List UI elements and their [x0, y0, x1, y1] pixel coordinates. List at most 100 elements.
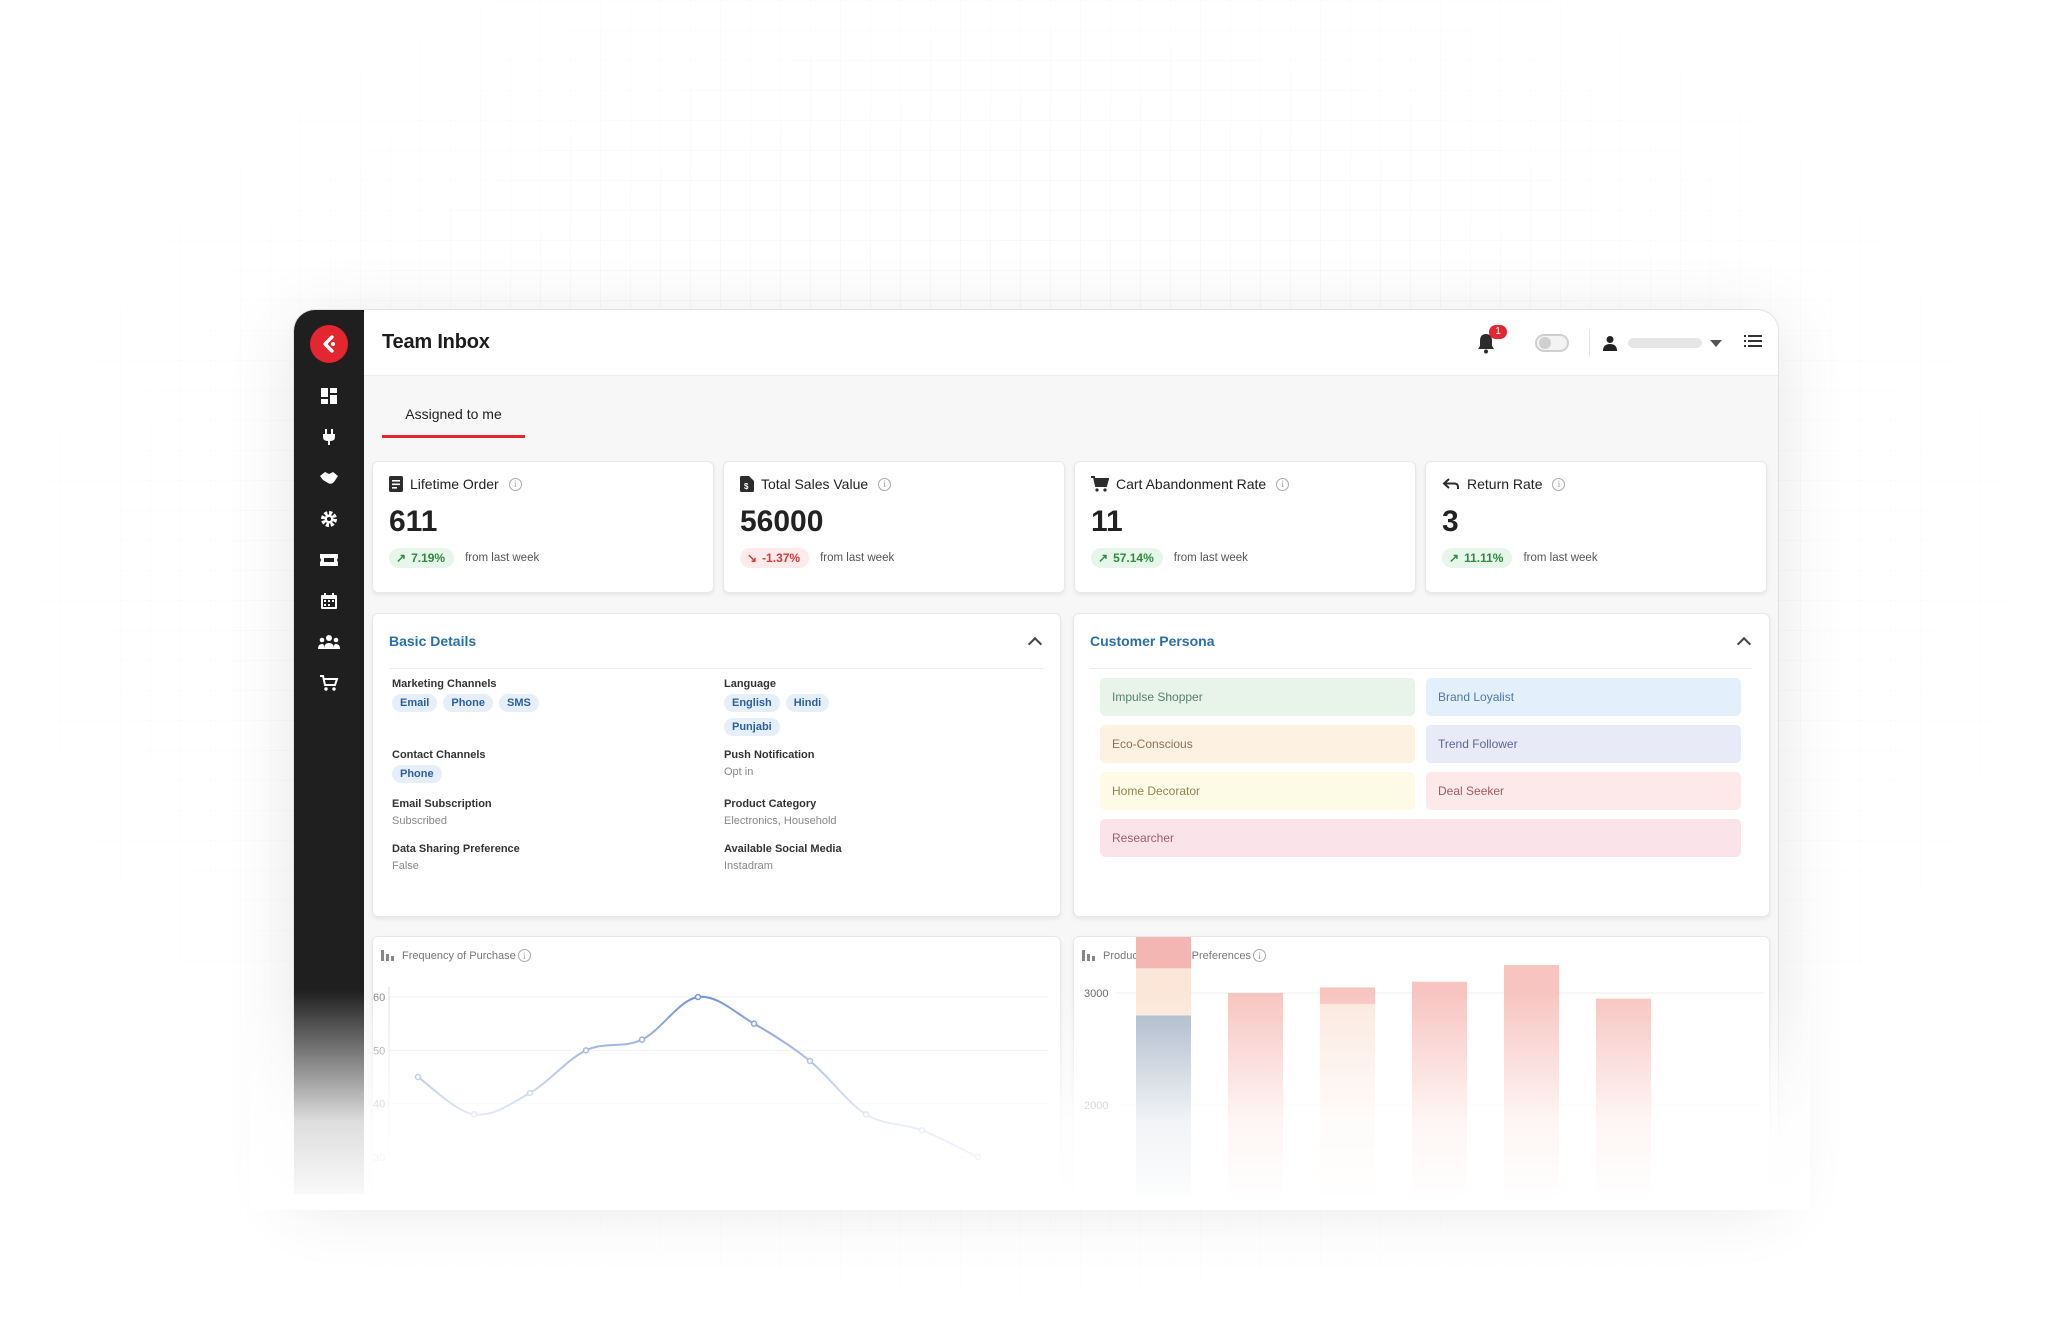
theme-toggle[interactable] [1535, 334, 1569, 352]
top-header: Team Inbox 1 [364, 310, 1778, 376]
bar-chart: 3000 2000 [1084, 937, 1764, 1194]
chip: SMS [498, 694, 539, 712]
persona-tag: Impulse Shopper [1100, 678, 1415, 716]
info-icon[interactable]: i [517, 949, 531, 962]
trend-down-icon: ↘ [747, 551, 758, 565]
notification-badge: 1 [1489, 325, 1507, 339]
return-icon [1442, 478, 1459, 489]
persona-tag: Researcher [1100, 819, 1741, 857]
chip: Email [392, 694, 438, 712]
bar-segment [1136, 1015, 1191, 1194]
stat-label: Return Rate [1467, 476, 1543, 492]
marketing-channels-field: Marketing Channels Email Phone SMS [392, 678, 539, 712]
info-icon[interactable]: i [508, 477, 522, 491]
line-chart: 60 50 40 30 [373, 987, 1048, 1194]
notification-button[interactable]: 1 [1471, 325, 1507, 358]
field-label: Product Category [724, 798, 817, 810]
user-icon [1603, 336, 1617, 351]
trend-up-icon: ↗ [396, 551, 407, 565]
app-window: Team Inbox 1 Assigned to me Lifetime Ord… [293, 309, 1779, 1195]
stat-card-lifetime-order: Lifetime Order i 611 ↗ 7.19% from last we… [372, 461, 714, 593]
data-point [470, 1111, 478, 1118]
chip: Punjabi [724, 718, 780, 736]
trend-up-icon: ↗ [1098, 551, 1109, 565]
stat-card-cart-abandonment: Cart Abandonment Rate i 11 ↗ 57.14% from … [1074, 461, 1416, 593]
series-line [417, 995, 979, 1158]
chevron-down-icon [1710, 339, 1722, 347]
dashboard-icon[interactable] [308, 375, 350, 416]
bar-segment [1136, 937, 1191, 969]
stat-value: 611 [389, 505, 438, 538]
handshake-icon[interactable] [308, 457, 350, 498]
basic-details-panel: Basic Details Marketing Channels Email P… [372, 613, 1061, 917]
chip: Hindi [785, 694, 830, 712]
y-tick-label: 40 [373, 1099, 385, 1111]
social-media-field: Available Social Media Instadram [724, 843, 842, 872]
language-field: Language English Hindi Punjabi [724, 678, 854, 736]
email-subscription-field: Email Subscription Subscribed [392, 798, 492, 827]
tab-assigned-to-me[interactable]: Assigned to me [382, 396, 525, 438]
change-badge: ↗ 57.14% [1091, 548, 1163, 568]
calendar-icon[interactable] [308, 580, 350, 621]
data-point [638, 1036, 646, 1043]
bar-segment [1596, 998, 1651, 1194]
contact-channels-field: Contact Channels Phone [392, 749, 486, 783]
document-icon [389, 476, 403, 492]
field-label: Language [724, 678, 776, 690]
product-category-field: Product Category Electronics, Household [724, 798, 837, 827]
field-label: Email Subscription [392, 798, 492, 810]
field-label: Available Social Media [724, 843, 842, 855]
list-menu-button[interactable] [1744, 334, 1762, 353]
cart-icon[interactable] [308, 662, 350, 703]
field-value: Instadram [724, 860, 773, 872]
data-point [750, 1020, 758, 1027]
info-icon[interactable]: i [1276, 477, 1290, 491]
data-point [862, 1111, 870, 1118]
user-menu[interactable] [1602, 335, 1722, 351]
info-icon[interactable]: i [1252, 949, 1266, 962]
field-label: Push Notification [724, 749, 815, 761]
y-tick-label: 30 [373, 1152, 385, 1164]
stat-value: 11 [1091, 505, 1123, 538]
push-notification-field: Push Notification Opt in [724, 749, 814, 778]
stat-label: Cart Abandonment Rate [1116, 476, 1267, 492]
chart-icon [1082, 950, 1095, 961]
info-icon[interactable]: i [1552, 477, 1566, 491]
change-note: from last week [820, 552, 895, 564]
chevron-up-icon[interactable] [1736, 636, 1752, 651]
stat-card-return-rate: Return Rate i 3 ↗ 11.11% from last week [1425, 461, 1767, 593]
bar-segment [1228, 993, 1283, 1194]
bar-segment [1320, 987, 1375, 1005]
y-tick-label: 2000 [1084, 1100, 1108, 1112]
brand-logo[interactable] [310, 325, 348, 363]
y-tick-label: 3000 [1084, 988, 1108, 1000]
toggle-knob [1539, 337, 1551, 349]
customer-persona-panel: Customer Persona Impulse Shopper Brand L… [1073, 613, 1770, 917]
field-label: Data Sharing Preference [392, 843, 520, 855]
field-value: Subscribed [392, 815, 448, 827]
persona-tag: Trend Follower [1426, 725, 1741, 763]
data-point [526, 1089, 534, 1097]
change-note: from last week [1523, 552, 1598, 564]
chip: Phone [443, 694, 493, 712]
persona-tag: Brand Loyalist [1426, 678, 1741, 716]
info-icon[interactable]: i [878, 477, 892, 491]
invoice-icon: $ [740, 476, 754, 492]
plug-icon[interactable] [308, 416, 350, 457]
field-label: Marketing Channels [392, 678, 497, 690]
chart-title: Frequency of Purchase i [381, 949, 531, 962]
trend-up-icon: ↗ [1449, 551, 1460, 565]
stat-label: Lifetime Order [410, 476, 499, 492]
stat-value: 56000 [740, 505, 824, 538]
team-icon[interactable] [308, 621, 350, 662]
username-redacted [1628, 338, 1702, 348]
y-tick-label: 50 [373, 1045, 385, 1057]
persona-tag: Eco-Conscious [1100, 725, 1415, 763]
ticket-icon[interactable] [308, 539, 350, 580]
chevron-up-icon[interactable] [1027, 636, 1043, 651]
field-value: Electronics, Household [724, 815, 837, 827]
field-value: False [392, 860, 419, 872]
settings-icon[interactable] [308, 498, 350, 539]
page-title: Team Inbox [382, 331, 490, 353]
